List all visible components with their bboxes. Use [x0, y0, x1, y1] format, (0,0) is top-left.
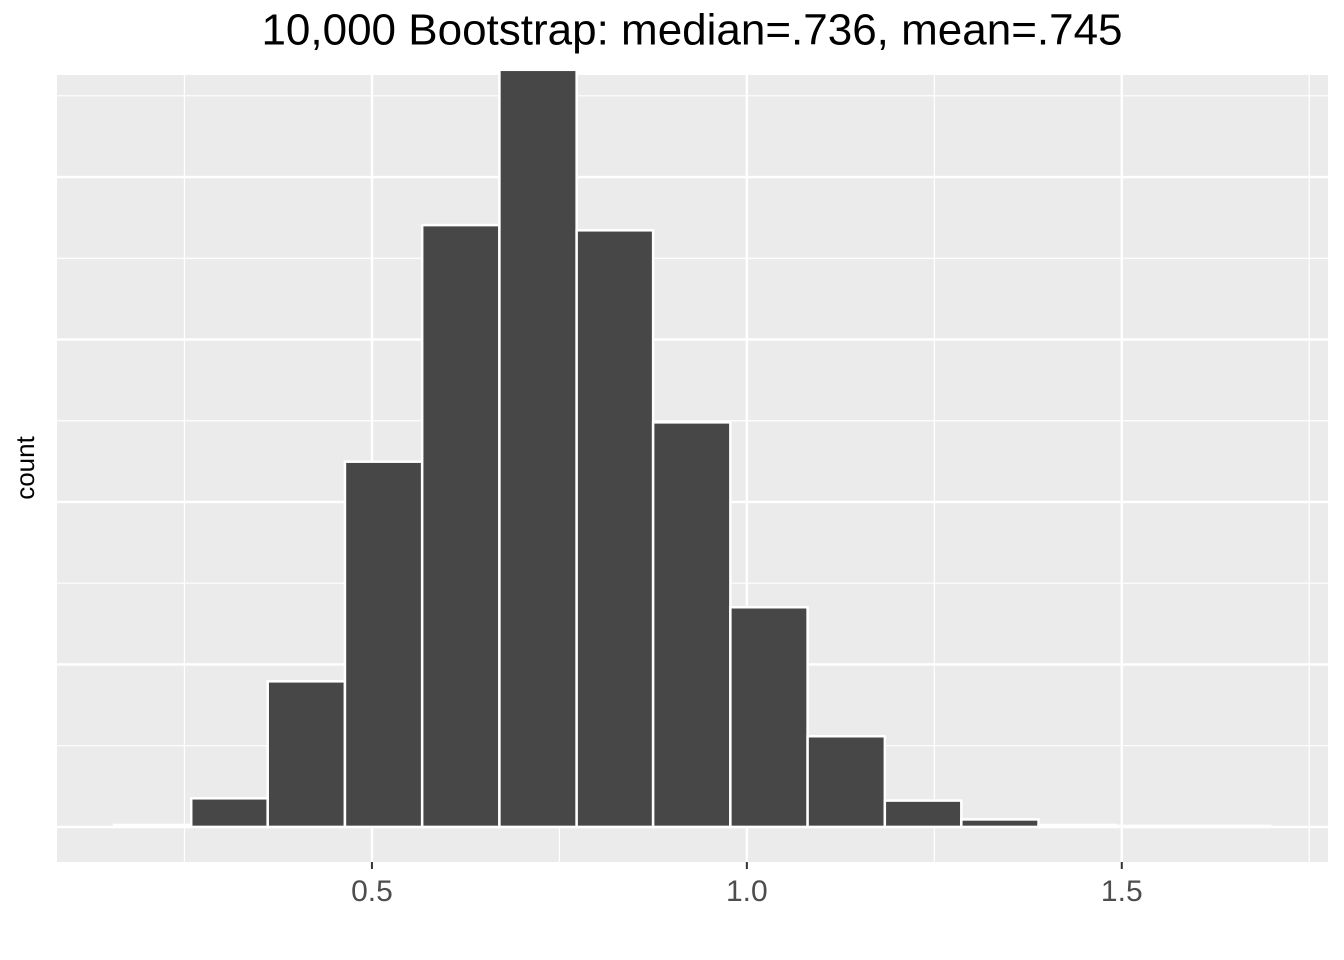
x-tick-label: 1.0: [726, 875, 768, 908]
bar: [651, 421, 732, 829]
bar: [189, 797, 269, 829]
bar: [806, 734, 887, 829]
bar: [729, 605, 809, 829]
bar: [575, 229, 655, 829]
bar: [883, 799, 963, 829]
bar: [1191, 824, 1272, 829]
bar: [1114, 824, 1195, 829]
bar: [343, 460, 424, 829]
bar: [112, 823, 193, 829]
chart-title: 10,000 Bootstrap: median=.736, mean=.745: [261, 6, 1122, 55]
bar: [1037, 823, 1118, 829]
y-axis-label: count: [10, 435, 40, 499]
x-tick-label: 0.5: [351, 875, 393, 908]
bar: [420, 223, 501, 829]
bar: [960, 818, 1040, 829]
x-tick-label: 1.5: [1101, 875, 1143, 908]
bar: [498, 68, 578, 829]
bar: [266, 680, 347, 829]
